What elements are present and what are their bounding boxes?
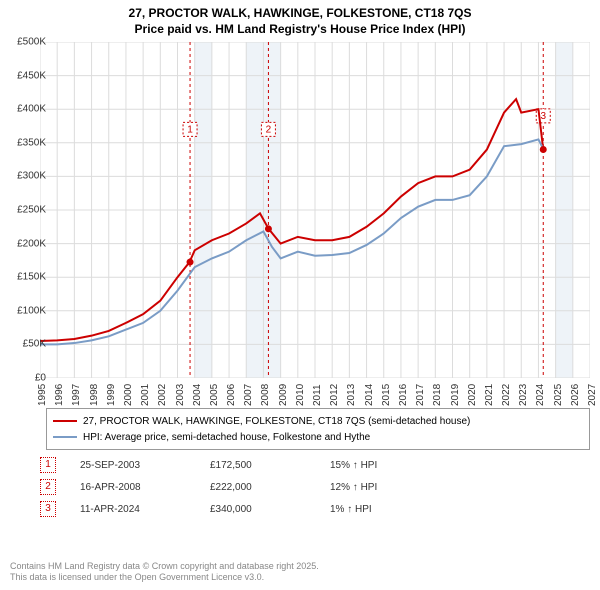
x-tick-label: 2001: [140, 384, 151, 406]
x-tick-label: 1997: [71, 384, 82, 406]
x-tick-label: 2016: [398, 384, 409, 406]
x-tick-label: 1998: [89, 384, 100, 406]
svg-text:2: 2: [266, 124, 272, 135]
sale-date: 16-APR-2008: [80, 482, 210, 493]
x-tick-label: 2025: [553, 384, 564, 406]
y-tick-label: £0: [6, 373, 46, 384]
sale-diff: 15% ↑ HPI: [330, 460, 450, 471]
x-tick-label: 2004: [192, 384, 203, 406]
svg-text:3: 3: [540, 111, 546, 122]
sale-price: £340,000: [210, 504, 330, 515]
title-line-1: 27, PROCTOR WALK, HAWKINGE, FOLKESTONE, …: [0, 6, 600, 22]
title-block: 27, PROCTOR WALK, HAWKINGE, FOLKESTONE, …: [0, 0, 600, 37]
y-tick-label: £300K: [6, 171, 46, 182]
sale-price: £172,500: [210, 460, 330, 471]
title-line-2: Price paid vs. HM Land Registry's House …: [0, 22, 600, 38]
sales-table: 1 25-SEP-2003 £172,500 15% ↑ HPI 2 16-AP…: [40, 454, 450, 520]
x-tick-label: 2003: [175, 384, 186, 406]
sale-marker-icon: 1: [40, 457, 56, 473]
x-tick-label: 2006: [226, 384, 237, 406]
y-tick-label: £50K: [6, 339, 46, 350]
footer-attribution: Contains HM Land Registry data © Crown c…: [10, 561, 319, 584]
sale-diff: 12% ↑ HPI: [330, 482, 450, 493]
x-tick-label: 2018: [432, 384, 443, 406]
footer-line: Contains HM Land Registry data © Crown c…: [10, 561, 319, 573]
y-tick-label: £150K: [6, 272, 46, 283]
legend-label: HPI: Average price, semi-detached house,…: [83, 432, 370, 443]
x-tick-label: 2022: [501, 384, 512, 406]
footer-line: This data is licensed under the Open Gov…: [10, 572, 319, 584]
x-tick-label: 2027: [587, 384, 598, 406]
x-tick-label: 2023: [518, 384, 529, 406]
table-row: 1 25-SEP-2003 £172,500 15% ↑ HPI: [40, 454, 450, 476]
x-tick-label: 2020: [467, 384, 478, 406]
x-tick-label: 2007: [243, 384, 254, 406]
y-tick-label: £250K: [6, 205, 46, 216]
legend-swatch-icon: [53, 436, 77, 438]
x-tick-label: 2009: [278, 384, 289, 406]
x-tick-label: 1996: [54, 384, 65, 406]
sale-diff: 1% ↑ HPI: [330, 504, 450, 515]
chart-container: 27, PROCTOR WALK, HAWKINGE, FOLKESTONE, …: [0, 0, 600, 590]
table-row: 2 16-APR-2008 £222,000 12% ↑ HPI: [40, 476, 450, 498]
sale-date: 11-APR-2024: [80, 504, 210, 515]
table-row: 3 11-APR-2024 £340,000 1% ↑ HPI: [40, 498, 450, 520]
sale-price: £222,000: [210, 482, 330, 493]
legend: 27, PROCTOR WALK, HAWKINGE, FOLKESTONE, …: [46, 408, 590, 450]
x-tick-label: 2013: [346, 384, 357, 406]
x-tick-label: 2024: [535, 384, 546, 406]
legend-row: 27, PROCTOR WALK, HAWKINGE, FOLKESTONE, …: [53, 413, 583, 429]
y-tick-label: £200K: [6, 238, 46, 249]
legend-swatch-icon: [53, 420, 77, 422]
y-tick-label: £350K: [6, 137, 46, 148]
legend-label: 27, PROCTOR WALK, HAWKINGE, FOLKESTONE, …: [83, 416, 470, 427]
legend-row: HPI: Average price, semi-detached house,…: [53, 429, 583, 445]
x-tick-label: 2010: [295, 384, 306, 406]
sale-date: 25-SEP-2003: [80, 460, 210, 471]
line-chart: 1 2 3: [40, 42, 590, 378]
svg-text:1: 1: [187, 124, 193, 135]
x-tick-label: 2012: [329, 384, 340, 406]
y-tick-label: £400K: [6, 104, 46, 115]
x-tick-label: 2011: [312, 384, 323, 406]
x-tick-label: 2021: [484, 384, 495, 406]
x-tick-label: 2008: [260, 384, 271, 406]
sale-marker-icon: 2: [40, 479, 56, 495]
x-tick-label: 2014: [364, 384, 375, 406]
y-tick-label: £500K: [6, 37, 46, 48]
x-tick-label: 2005: [209, 384, 220, 406]
y-tick-label: £100K: [6, 305, 46, 316]
x-tick-label: 1999: [106, 384, 117, 406]
x-tick-label: 1995: [37, 384, 48, 406]
x-tick-label: 2019: [450, 384, 461, 406]
x-tick-label: 2026: [570, 384, 581, 406]
x-tick-label: 2017: [415, 384, 426, 406]
y-tick-label: £450K: [6, 70, 46, 81]
x-tick-label: 2000: [123, 384, 134, 406]
x-tick-label: 2002: [157, 384, 168, 406]
sale-marker-icon: 3: [40, 501, 56, 517]
x-tick-label: 2015: [381, 384, 392, 406]
